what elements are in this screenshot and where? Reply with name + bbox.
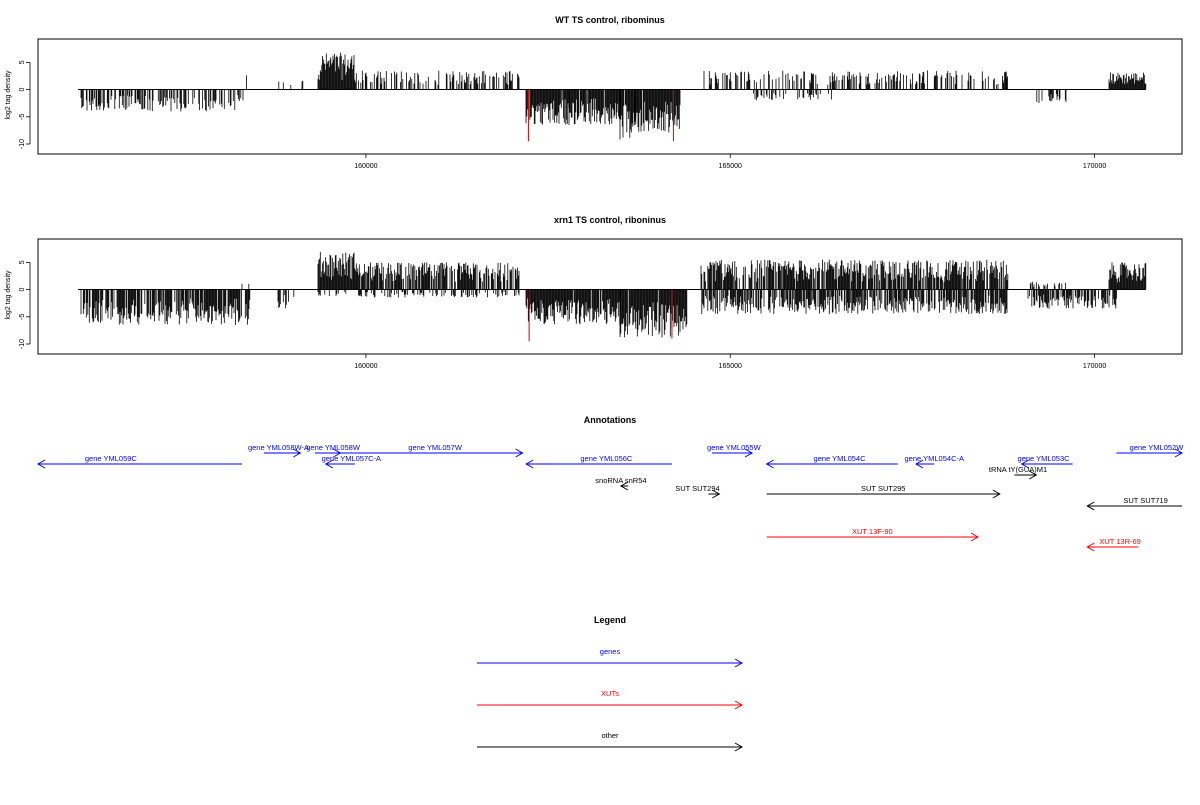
annotation-label: gene YML054C-A bbox=[905, 454, 964, 463]
annotation-label: SUT SUT719 bbox=[1123, 496, 1167, 505]
annotation-arrowhead bbox=[619, 481, 629, 491]
legend-item: other bbox=[477, 731, 744, 752]
annotation-arrowhead bbox=[1086, 501, 1095, 511]
track-panel-wt: WT TS control, ribominus log2 tag densit… bbox=[5, 15, 1183, 170]
annotation-feature: gene YML054C bbox=[765, 454, 898, 469]
annotation-feature: gene YML058W-A bbox=[248, 443, 309, 458]
y-tick-label: -10 bbox=[19, 139, 26, 149]
y-tick-label: -5 bbox=[19, 314, 26, 320]
annotation-arrowhead bbox=[1020, 459, 1029, 469]
annotation-arrowhead bbox=[525, 459, 534, 469]
track-title: xrn1 TS control, riboninus bbox=[554, 215, 666, 225]
annotation-label: gene YML056C bbox=[580, 454, 633, 463]
x-tick-label: 160000 bbox=[354, 363, 377, 370]
track-panel-xrn1: xrn1 TS control, riboninus log2 tag dens… bbox=[5, 215, 1183, 370]
x-tick-label: 160000 bbox=[354, 163, 377, 170]
legend-item: XUTs bbox=[477, 689, 744, 710]
annotation-feature: XUT 13F-90 bbox=[766, 527, 979, 542]
legend: Legend genes XUTs other bbox=[477, 615, 744, 752]
annotation-arrowhead bbox=[515, 448, 524, 458]
annotation-feature: gene YML052W bbox=[1116, 443, 1185, 458]
plot-frame bbox=[37, 38, 1183, 155]
annotation-feature: SUT SUT719 bbox=[1086, 496, 1182, 511]
annotation-label: gene YML054C bbox=[814, 454, 867, 463]
annotation-arrowhead bbox=[324, 459, 334, 469]
annotation-label: tRNA tY(GUA)M1 bbox=[989, 465, 1047, 474]
annotation-arrowhead bbox=[744, 448, 754, 458]
annotation-label: gene YML058W bbox=[306, 443, 361, 452]
legend-label: genes bbox=[600, 647, 621, 656]
annotation-label: gene YML053C bbox=[1018, 454, 1071, 463]
x-tick-label: 170000 bbox=[1083, 363, 1106, 370]
y-tick-label: -10 bbox=[19, 339, 26, 349]
annotation-label: gene YML058W-A bbox=[248, 443, 309, 452]
y-axis-label: log2 tag density bbox=[5, 70, 12, 120]
annotation-feature: tRNA tY(GUA)M1 bbox=[989, 465, 1047, 480]
x-tick-label: 165000 bbox=[719, 163, 742, 170]
annotation-arrowhead bbox=[293, 448, 302, 458]
legend-title: Legend bbox=[594, 615, 626, 625]
annotation-label: gene YML055W bbox=[707, 443, 762, 452]
annotations-title: Annotations bbox=[584, 415, 637, 425]
annotation-arrowhead bbox=[712, 489, 721, 499]
annotation-label: SUT SUT294 bbox=[675, 484, 719, 493]
annotation-feature: gene YML059C bbox=[36, 454, 243, 469]
x-tick-label: 170000 bbox=[1083, 163, 1106, 170]
y-tick-label: 5 bbox=[19, 260, 26, 264]
annotation-label: XUT 13R-69 bbox=[1099, 537, 1141, 546]
plot-frame bbox=[37, 238, 1183, 355]
annotation-arrowhead bbox=[1029, 470, 1038, 480]
annotation-arrowhead bbox=[1174, 448, 1184, 458]
annotation-feature: SUT SUT295 bbox=[766, 484, 1001, 499]
annotation-feature: XUT 13R-69 bbox=[1086, 537, 1141, 552]
annotation-feature: gene YML054C-A bbox=[905, 454, 964, 469]
annotation-arrowhead bbox=[915, 459, 924, 469]
y-axis-label: log2 tag density bbox=[5, 270, 12, 320]
axes: -10 -5 0 5 160000 165000 170000 bbox=[19, 260, 1106, 370]
annotation-label: snoRNA snR54 bbox=[595, 476, 646, 485]
annotation-arrowhead bbox=[1086, 542, 1095, 552]
legend-items: genes XUTs other bbox=[477, 647, 744, 752]
y-tick-label: 0 bbox=[19, 88, 26, 92]
annotation-arrowhead bbox=[970, 532, 979, 542]
x-tick-label: 165000 bbox=[719, 363, 742, 370]
annotation-label: gene YML057W bbox=[408, 443, 463, 452]
legend-arrowhead bbox=[734, 700, 744, 710]
annotation-label: gene YML057C-A bbox=[322, 454, 381, 463]
annotation-feature: SUT SUT294 bbox=[675, 484, 721, 499]
annotation-label: XUT 13F-90 bbox=[852, 527, 893, 536]
annotation-label: SUT SUT295 bbox=[861, 484, 905, 493]
annotation-feature: gene YML056C bbox=[525, 454, 672, 469]
y-tick-label: -5 bbox=[19, 114, 26, 120]
annotation-arrowhead bbox=[765, 459, 774, 469]
annotation-label: gene YML059C bbox=[85, 454, 138, 463]
annotation-feature: gene YML055W bbox=[707, 443, 762, 458]
annotation-label: gene YML052W bbox=[1130, 443, 1185, 452]
annotation-feature: gene YML057C-A bbox=[322, 454, 381, 469]
annotation-arrowhead bbox=[992, 489, 1001, 499]
legend-label: XUTs bbox=[601, 689, 619, 698]
axes: -10 -5 0 5 160000 165000 170000 bbox=[19, 60, 1106, 170]
annotation-arrowhead bbox=[36, 459, 46, 469]
annotation-feature: snoRNA snR54 bbox=[595, 476, 647, 491]
y-tick-label: 0 bbox=[19, 288, 26, 292]
legend-item: genes bbox=[477, 647, 744, 668]
annotation-feature: gene YML057W bbox=[340, 443, 524, 458]
y-tick-label: 5 bbox=[19, 60, 26, 64]
legend-arrowhead bbox=[734, 742, 744, 752]
density-bars bbox=[78, 251, 1147, 342]
annotation-feature: gene YML053C bbox=[1018, 454, 1073, 469]
track-title: WT TS control, ribominus bbox=[555, 15, 665, 25]
density-bars bbox=[78, 52, 1147, 142]
legend-arrowhead bbox=[734, 658, 744, 668]
legend-label: other bbox=[601, 731, 619, 740]
